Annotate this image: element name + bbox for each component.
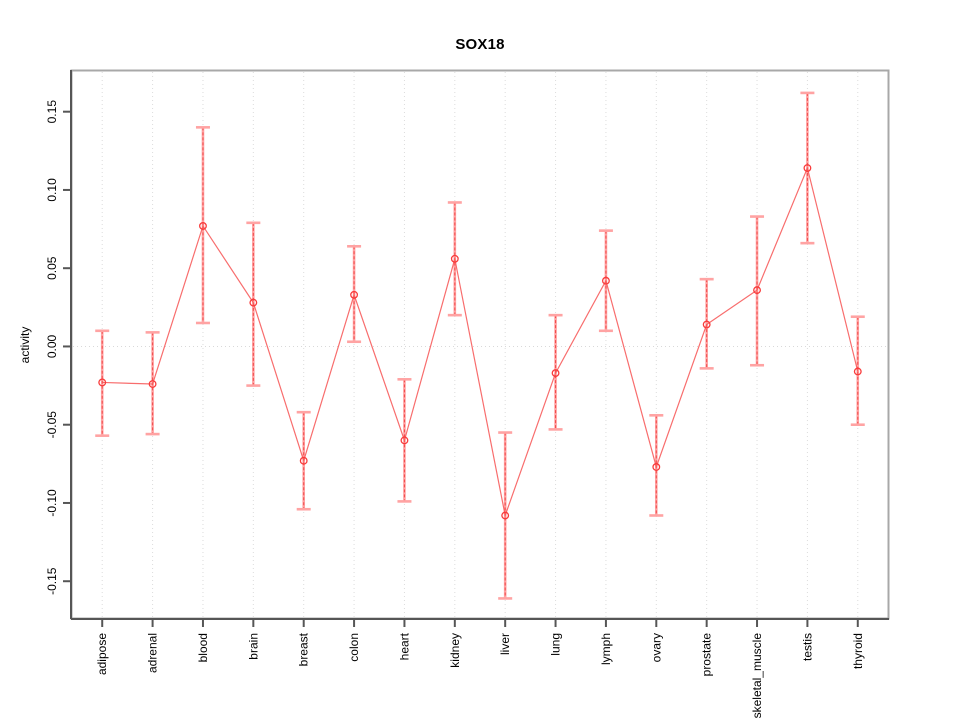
y-tick-label: 0.15 (45, 100, 59, 124)
y-tick-label: -0.05 (45, 411, 59, 439)
x-tick-label: liver (498, 633, 512, 655)
x-tick-label: testis (800, 633, 814, 661)
y-tick-label: 0.10 (45, 178, 59, 202)
x-tick-label: breast (297, 632, 311, 666)
x-tick-label: adrenal (146, 633, 160, 673)
y-tick-label: -0.10 (45, 489, 59, 517)
x-tick-label: brain (246, 633, 260, 660)
x-tick-label: heart (397, 632, 411, 660)
chart-title: SOX18 (455, 36, 505, 53)
y-tick-label: -0.15 (45, 567, 59, 595)
x-tick-label: ovary (649, 633, 663, 662)
x-tick-label: lymph (599, 633, 613, 665)
y-tick-label: 0.05 (45, 256, 59, 280)
y-tick-label: 0.00 (45, 334, 59, 358)
x-tick-label: kidney (448, 633, 462, 668)
x-tick-label: colon (347, 633, 361, 662)
x-tick-label: adipose (95, 633, 109, 675)
data-line (102, 166, 859, 518)
data-points (98, 164, 862, 520)
error-bars (95, 91, 865, 600)
x-axis-ticks: adipose adrenal blood brain breast colon heart… (95, 620, 865, 718)
x-tick-label: thyroid (851, 633, 865, 669)
x-tick-label: prostate (700, 633, 714, 677)
gridlines (101, 72, 859, 617)
plot-box (70, 69, 890, 620)
x-tick-label: lung (549, 633, 563, 656)
x-tick-label: blood (196, 633, 210, 662)
y-axis-ticks: -0.15 -0.10 -0.05 0.00 0.05 0.10 0.15 (45, 100, 71, 595)
x-tick-label: skeletal_muscle (750, 633, 764, 719)
